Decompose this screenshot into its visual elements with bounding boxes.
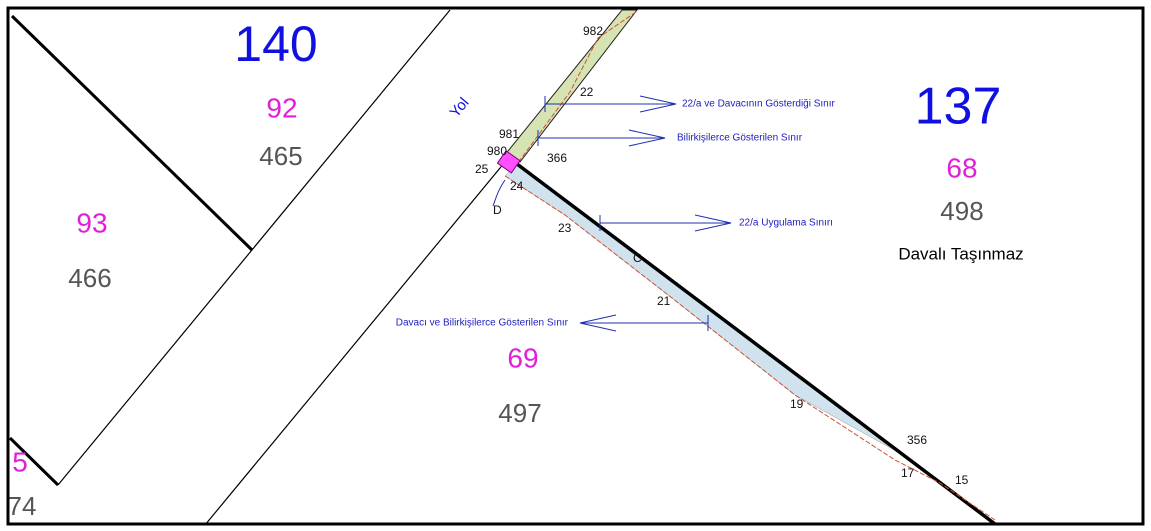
parcel-boundary	[10, 14, 254, 252]
point-label: 24	[510, 179, 524, 193]
pointer	[492, 179, 506, 207]
parcel-number: 68	[946, 152, 977, 183]
point-label: D	[493, 203, 502, 217]
point-label: 356	[907, 433, 927, 447]
parcel-note: Davalı Taşınmaz	[898, 244, 1023, 263]
point-label: 15	[955, 473, 969, 487]
parcel-boundary	[8, 436, 60, 487]
block-number: 140	[234, 16, 317, 72]
point-label: 980	[487, 144, 507, 158]
point-label: 17	[901, 466, 915, 480]
point-label: 21	[657, 294, 671, 308]
pink-square	[496, 150, 521, 174]
point-label: 366	[547, 151, 567, 165]
boundary-label: Bilirkişilerce Gösterilen Sınır	[677, 133, 803, 144]
green-strip	[503, 9, 639, 163]
measured-line	[504, 175, 996, 521]
road-edge	[57, 9, 451, 486]
lot-number: 465	[259, 141, 302, 171]
point-label: 19	[790, 397, 804, 411]
frame	[6, 6, 1145, 526]
arrow	[544, 95, 677, 113]
boundary-label: Davacı ve Bilirkişilerce Gösterilen Sını…	[396, 318, 569, 329]
road-edge	[204, 161, 506, 526]
point-label: 982	[583, 24, 603, 38]
parcel-number: 69	[507, 342, 538, 373]
boundary-label: 22/a Uygulama Sınırı	[739, 218, 833, 229]
point-label: 25	[475, 162, 489, 176]
measured-line	[519, 11, 637, 161]
lot-number: 74	[8, 491, 37, 521]
point-label: 22	[580, 85, 594, 99]
block-number: 137	[915, 78, 1002, 136]
lot-number: 497	[498, 398, 541, 428]
arrow	[599, 214, 732, 232]
point-label: 23	[558, 221, 572, 235]
arrow	[537, 129, 666, 147]
lot-number: 498	[940, 196, 983, 226]
point-label: 981	[499, 127, 519, 141]
parcel-number: 92	[266, 92, 297, 123]
arrows	[537, 95, 732, 332]
parcel-boundary	[515, 162, 997, 526]
point-label: C	[633, 251, 642, 265]
arrow	[579, 314, 709, 332]
parcel-number: 93	[76, 207, 107, 238]
boundary-label: 22/a ve Davacının Gösterdiği Sınır	[682, 99, 836, 110]
lot-number: 466	[68, 263, 111, 293]
parcel-number: 5	[12, 446, 28, 477]
point-labels: 982 22 981 980 366 25 24 D 23 C 21 19 356 17 15	[475, 24, 969, 487]
